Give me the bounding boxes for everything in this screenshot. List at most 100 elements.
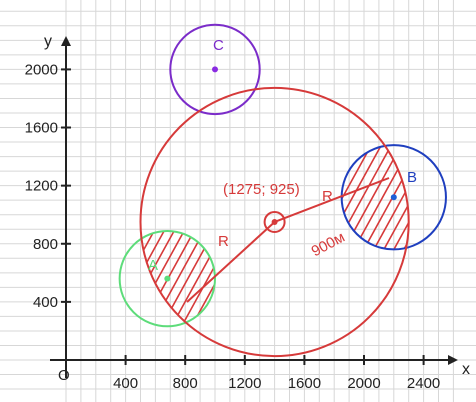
hatch-line [40, 0, 261, 402]
center-point-c [212, 66, 218, 73]
hatch-line [0, 0, 11, 402]
hatch-line [0, 0, 121, 402]
hatch-line [0, 0, 61, 402]
hatch-line [341, 145, 409, 250]
y-axis-name: y [44, 33, 52, 50]
hatch-line [420, 0, 476, 402]
y-axis-arrow-icon [61, 36, 71, 46]
hatch-line [380, 0, 476, 402]
x-tick-label: 1600 [288, 375, 321, 392]
hatch-line [169, 230, 216, 327]
circle-label-b: B [407, 169, 417, 186]
center-point-a [164, 275, 171, 282]
hatch-line [230, 0, 451, 402]
hatch-line [0, 0, 61, 402]
y-tick-label: 800 [33, 236, 58, 253]
hatch-line [140, 230, 172, 327]
hatch-line [0, 0, 151, 402]
hatch-line [341, 145, 409, 250]
x-tick-label: 2400 [407, 375, 440, 392]
hatch-line [0, 0, 71, 402]
hatch-line [80, 0, 301, 402]
hatch-line [0, 0, 81, 402]
circles [118, 23, 447, 358]
hatch-line [140, 230, 212, 327]
distance-label: 900м [309, 229, 348, 261]
hatch-line [341, 145, 342, 250]
hatch-line [460, 0, 476, 402]
hatch-line [0, 0, 21, 402]
hatch-line [341, 145, 352, 250]
hatch-line [140, 230, 216, 327]
hatch-line [341, 145, 409, 250]
hatch-line [341, 145, 409, 250]
radius-label-left: R [218, 233, 229, 250]
hatch-line [341, 145, 409, 250]
x-axis-arrow-icon [448, 355, 458, 365]
y-tick-label: 400 [33, 294, 58, 311]
radius-label-right: R [322, 188, 333, 205]
hatch-line [0, 0, 211, 402]
hatch-line [0, 0, 21, 402]
hatch-line [470, 0, 476, 402]
hatch-line [0, 0, 1, 402]
hatch-line [140, 230, 216, 327]
tick-marks: 400 800 1200 1600 2000 2400 400 800 1200 1600 2000 [25, 61, 441, 392]
hatch-line [0, 0, 111, 402]
circle-label-c: C [213, 37, 224, 54]
hatch-line [199, 230, 216, 327]
hatch-line [0, 0, 171, 402]
radius-line-right [274, 177, 390, 223]
hatch-line [0, 0, 91, 402]
hatch-line [370, 0, 476, 402]
y-tick-label: 2000 [25, 61, 58, 78]
hatch-line [0, 0, 141, 402]
big-circle-details: (1275; 925) R R 900м [186, 177, 390, 303]
x-tick-label: 800 [173, 375, 198, 392]
hatch-line [460, 0, 476, 402]
big-circle [139, 86, 410, 358]
hatch-line [140, 230, 216, 327]
hatch-line [189, 230, 216, 327]
hatch-line [140, 230, 216, 327]
hatch-line [149, 230, 216, 327]
hatch-line [0, 0, 51, 402]
hatch-line [369, 145, 409, 250]
hatch-line [0, 0, 101, 402]
hatch-line [110, 0, 331, 402]
hatch-line [390, 0, 476, 402]
hatch-line [159, 230, 216, 327]
hatch-line [349, 145, 409, 250]
hatch-line [379, 145, 409, 250]
hatch-line [359, 145, 409, 250]
hatch-line [0, 0, 81, 402]
hatch-line [0, 0, 91, 402]
hatch-line [0, 0, 31, 402]
hatch-line [341, 145, 409, 250]
circle-c [169, 23, 261, 116]
hatch-line [140, 230, 216, 327]
hatch-line [341, 145, 392, 250]
hatch-line [50, 0, 271, 402]
circle-a [118, 229, 217, 328]
radius-line-left [186, 221, 276, 303]
hatch-line [140, 230, 216, 327]
hatch-line [260, 0, 476, 402]
hatch-line [0, 0, 101, 402]
hatch-line [341, 145, 409, 250]
y-tick-label: 1200 [25, 178, 58, 195]
hatch-line [330, 0, 476, 402]
hatch-line [410, 0, 476, 402]
hatch-line [341, 145, 409, 250]
hatch-line [341, 145, 372, 250]
hatch-line [140, 230, 152, 327]
hatch-line [0, 0, 51, 402]
hatch-line [360, 0, 476, 402]
hatch-line [341, 145, 409, 250]
hatch-line [0, 0, 1, 402]
hatch-line [410, 0, 476, 402]
